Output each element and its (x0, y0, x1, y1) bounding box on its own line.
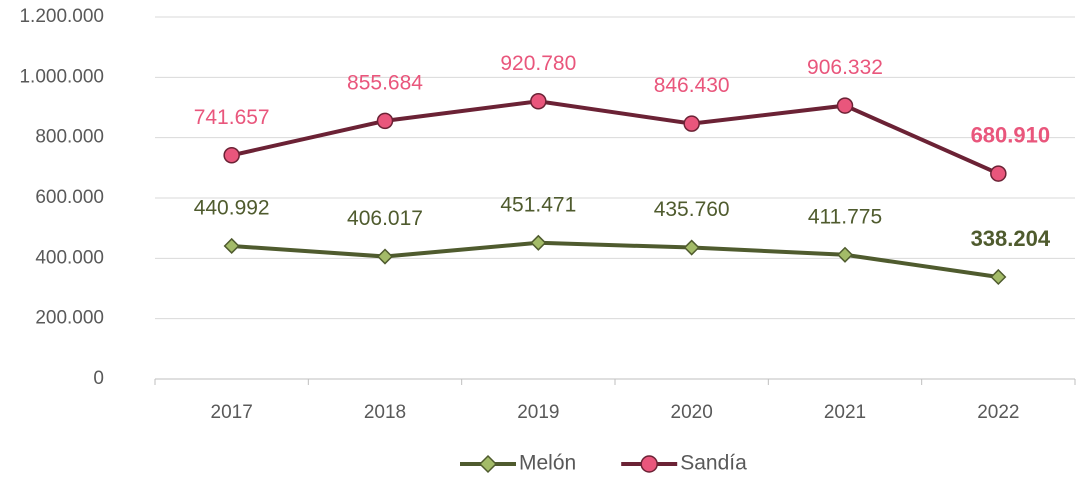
data-point (990, 268, 1007, 286)
data-label: 920.780 (500, 52, 576, 75)
series-line (231, 99, 1000, 176)
x-tick-label: 2022 (977, 402, 1019, 423)
data-label: 741.657 (194, 106, 270, 129)
data-label: 846.430 (654, 74, 730, 97)
data-label: 906.332 (807, 56, 883, 79)
data-point (836, 246, 854, 263)
series-line (231, 240, 999, 279)
data-label: 855.684 (347, 71, 423, 94)
legend-label: Sandía (680, 452, 747, 475)
data-point (683, 239, 700, 256)
data-label: 435.760 (654, 198, 730, 221)
y-tick-label: 1.200.000 (19, 6, 104, 27)
data-point (530, 92, 547, 110)
data-label: 411.775 (808, 205, 882, 228)
data-label: 680.910 (971, 122, 1051, 147)
x-tick-label: 2017 (211, 402, 253, 423)
data-point (376, 248, 394, 265)
data-label: 451.471 (500, 193, 576, 216)
data-point (990, 165, 1007, 182)
y-tick-label: 800.000 (35, 127, 104, 148)
y-tick-label: 400.000 (35, 247, 104, 268)
data-point (683, 115, 700, 132)
legend-marker (478, 454, 498, 474)
data-point (223, 237, 240, 255)
y-tick-label: 200.000 (35, 308, 104, 329)
legend-marker (640, 455, 658, 473)
y-tick-label: 600.000 (35, 187, 104, 208)
data-label: 406.017 (347, 207, 423, 230)
data-point (530, 234, 547, 251)
data-point (376, 112, 394, 130)
x-tick-label: 2019 (517, 402, 559, 423)
data-label: 338.204 (971, 226, 1051, 251)
x-tick-label: 2018 (364, 402, 406, 423)
x-tick-label: 2021 (824, 402, 866, 423)
x-tick-label: 2020 (671, 402, 713, 423)
legend-label: Melón (519, 452, 576, 475)
y-tick-label: 0 (93, 368, 104, 389)
y-tick-label: 1.000.000 (19, 66, 104, 87)
data-point (223, 147, 240, 164)
data-label: 440.992 (194, 197, 270, 220)
data-point (836, 97, 854, 114)
